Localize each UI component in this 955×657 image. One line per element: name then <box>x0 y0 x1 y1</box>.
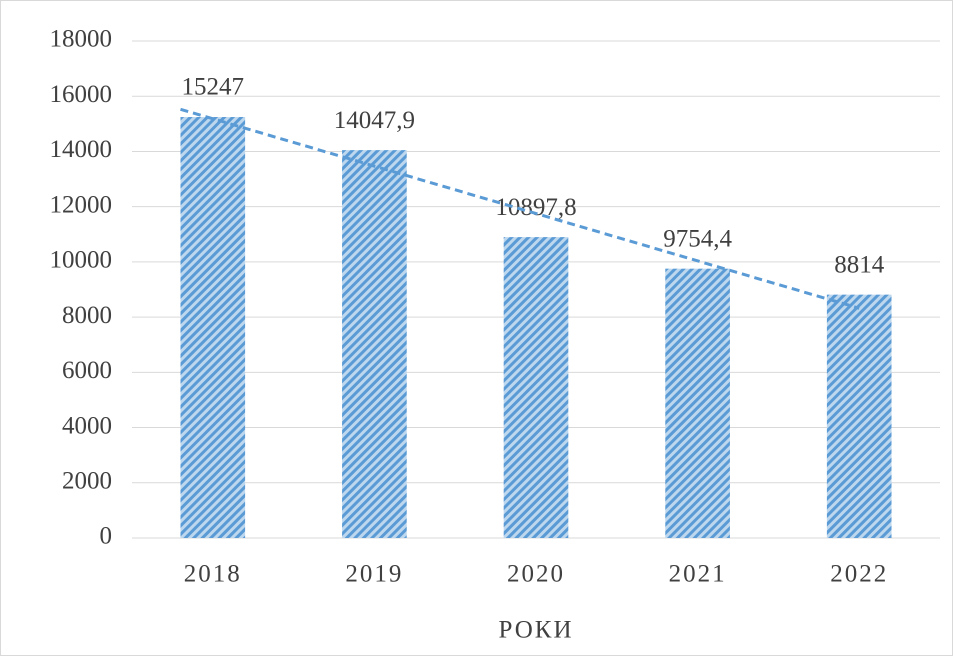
x-axis-label: РОКИ <box>499 617 574 644</box>
y-tick-label: 4000 <box>62 412 112 439</box>
x-tick-label: 2020 <box>507 561 565 588</box>
bar <box>826 294 892 538</box>
x-tick-label: 2021 <box>669 561 727 588</box>
y-tick-label: 16000 <box>50 81 113 108</box>
y-tick-label: 8000 <box>62 302 112 329</box>
bar <box>180 117 246 538</box>
data-label: 9754,4 <box>663 225 732 252</box>
y-tick-label: 12000 <box>50 191 113 218</box>
x-tick-label: 2018 <box>184 561 242 588</box>
x-tick-label: 2019 <box>345 561 403 588</box>
y-tick-label: 18000 <box>50 26 113 53</box>
data-label: 15247 <box>182 74 245 101</box>
y-tick-label: 2000 <box>62 468 112 495</box>
y-tick-label: 6000 <box>62 357 112 384</box>
bar <box>342 150 407 538</box>
data-label: 10897,8 <box>495 194 576 221</box>
data-label: 14047,9 <box>334 107 415 134</box>
data-label: 8814 <box>834 251 885 278</box>
x-tick-label: 2022 <box>830 561 888 588</box>
y-tick-label: 14000 <box>50 136 113 163</box>
bar <box>503 237 569 538</box>
y-tick-label: 10000 <box>50 247 113 274</box>
trendline <box>180 107 860 310</box>
y-tick-label: 0 <box>100 523 113 550</box>
bar <box>665 268 730 538</box>
